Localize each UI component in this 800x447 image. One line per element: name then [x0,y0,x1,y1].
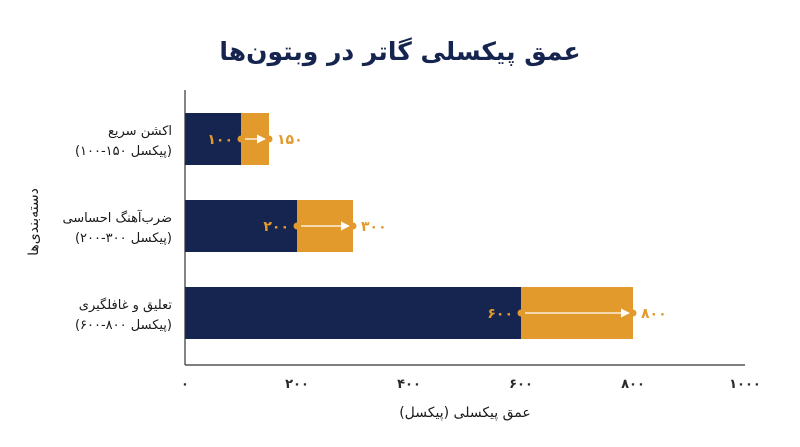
max-value-label: ۳۰۰ [361,219,387,235]
x-tick-label: ۸۰۰ [621,377,645,392]
max-point [265,135,273,143]
min-value-label: ۶۰۰ [487,306,513,322]
category-labels: اکشن سریع (۱۰۰-۱۵۰ پیکسل) ضرب‌آهنگ احساسی (… [62,124,172,333]
x-tick-label: ۲۰۰ [285,377,309,392]
x-tick-label: ۶۰۰ [509,377,533,392]
category-label-range: (۶۰۰-۸۰۰ پیکسل) [75,318,172,333]
category-label-range: (۱۰۰-۱۵۰ پیکسل) [75,144,172,159]
max-point [629,309,637,317]
x-tick-label: ۰ [181,377,189,392]
min-value-label: ۲۰۰ [263,219,289,235]
x-axis-label: عمق پیکسلی (پیکسل) [399,405,531,421]
min-point [237,135,245,143]
category-label-range: (۲۰۰-۳۰۰ پیکسل) [75,231,172,246]
bar-min-segment [185,113,241,165]
max-value-label: ۸۰۰ [641,306,667,322]
x-tick-labels: ۰ ۲۰۰ ۴۰۰ ۶۰۰ ۸۰۰ ۱۰۰۰ [181,377,761,392]
max-point [349,222,357,230]
chart-title: عمق پیکسلی گاتر در وبتون‌ها [219,37,580,67]
bar-min-segment [185,287,521,339]
chart-marks: ۱۰۰ ۱۵۰ ۲۰۰ ۳۰۰ ۶۰۰ ۸۰۰ [185,113,667,339]
min-point [517,309,525,317]
min-value-label: ۱۰۰ [207,132,233,148]
x-tick-label: ۱۰۰۰ [729,377,761,392]
category-label-name: اکشن سریع [108,124,172,139]
category-label-name: تعلیق و غافلگیری [79,297,173,313]
y-axis-label: دسته‌بندی‌ها [26,188,42,256]
min-point [293,222,301,230]
bar-min-segment [185,200,297,252]
x-tick-label: ۴۰۰ [397,377,421,392]
max-value-label: ۱۵۰ [277,132,303,148]
category-label-name: ضرب‌آهنگ احساسی [62,209,172,226]
